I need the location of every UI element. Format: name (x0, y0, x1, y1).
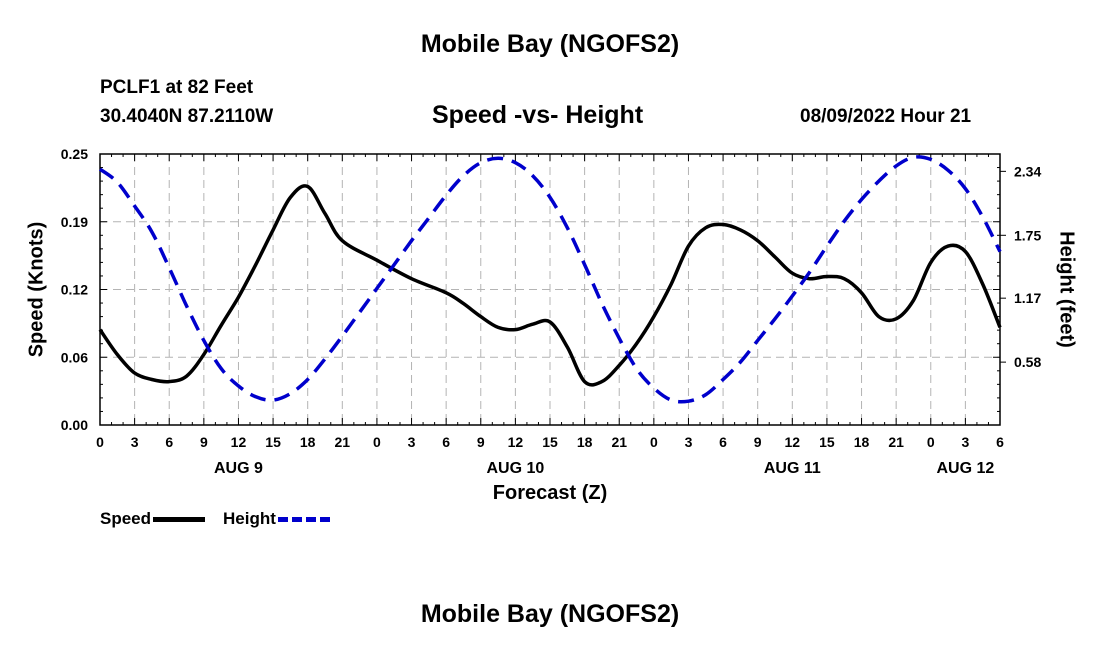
legend-item-height: Height (223, 509, 330, 529)
y-tick-label-left: 0.19 (61, 214, 88, 230)
legend-height-swatch (277, 516, 330, 522)
series-line-speed (98, 184, 1002, 387)
x-tick-label: 6 (719, 434, 727, 450)
x-tick-label: 3 (131, 434, 139, 450)
x-tick-label: 3 (408, 434, 416, 450)
x-tick-label: 15 (542, 434, 558, 450)
legend-speed-swatch (153, 516, 206, 522)
x-axis-label: Forecast (Z) (492, 482, 608, 504)
legend: Speed Height (100, 509, 348, 529)
x-tick-label: 0 (927, 434, 935, 450)
x-tick-label: 6 (442, 434, 450, 450)
legend-height-label: Height (223, 509, 276, 528)
station-label: PCLF1 at 82 Feet (100, 77, 254, 98)
y-tick-label-left: 0.25 (61, 146, 88, 162)
chart-title: Mobile Bay (NGOFS2) (420, 30, 680, 58)
y-axis-left-label: Speed (Knots) (25, 221, 48, 358)
y-tick-label-right: 1.75 (1014, 227, 1041, 243)
y-axis-right-label: Height (feet) (1055, 231, 1078, 348)
x-tick-label: 21 (335, 434, 351, 450)
y-tick-label-right: 1.17 (1014, 290, 1041, 306)
y-tick-label-left: 0.00 (61, 417, 88, 433)
x-tick-label: 6 (996, 434, 1004, 450)
y-tick-label-left: 0.12 (61, 282, 88, 298)
x-tick-label: 3 (685, 434, 693, 450)
coordinates-label: 30.4040N 87.2110W (100, 106, 274, 127)
x-tick-label: 9 (754, 434, 762, 450)
series-line-height (98, 155, 1002, 404)
timestamp-label: 08/09/2022 Hour 21 (800, 106, 972, 127)
x-tick-label: 0 (650, 434, 658, 450)
chart-subtitle: Speed -vs- Height (432, 101, 644, 129)
x-tick-label: 0 (373, 434, 381, 450)
y-tick-label-right: 2.34 (1014, 163, 1041, 179)
x-date-label: AUG 12 (936, 460, 994, 477)
legend-item-speed: Speed (100, 509, 206, 529)
x-tick-label: 15 (819, 434, 835, 450)
x-tick-label: 0 (96, 434, 104, 450)
x-tick-label: 9 (477, 434, 485, 450)
x-tick-label: 12 (785, 434, 801, 450)
y-tick-label-right: 0.58 (1014, 354, 1041, 370)
x-tick-label: 12 (231, 434, 247, 450)
legend-speed-label: Speed (100, 509, 152, 528)
x-tick-label: 3 (961, 434, 969, 450)
x-date-label: AUG 9 (214, 460, 263, 477)
x-tick-label: 12 (508, 434, 524, 450)
x-tick-label: 21 (611, 434, 627, 450)
x-tick-label: 9 (200, 434, 208, 450)
x-tick-label: 15 (265, 434, 281, 450)
x-tick-label: 6 (165, 434, 173, 450)
x-date-label: AUG 10 (486, 460, 544, 477)
x-date-label: AUG 11 (764, 460, 821, 477)
y-tick-label-left: 0.06 (61, 349, 88, 365)
x-tick-label: 18 (577, 434, 593, 450)
x-tick-label: 21 (888, 434, 904, 450)
x-tick-label: 18 (300, 434, 316, 450)
footer-title: Mobile Bay (NGOFS2) (420, 600, 680, 628)
x-tick-label: 18 (854, 434, 870, 450)
